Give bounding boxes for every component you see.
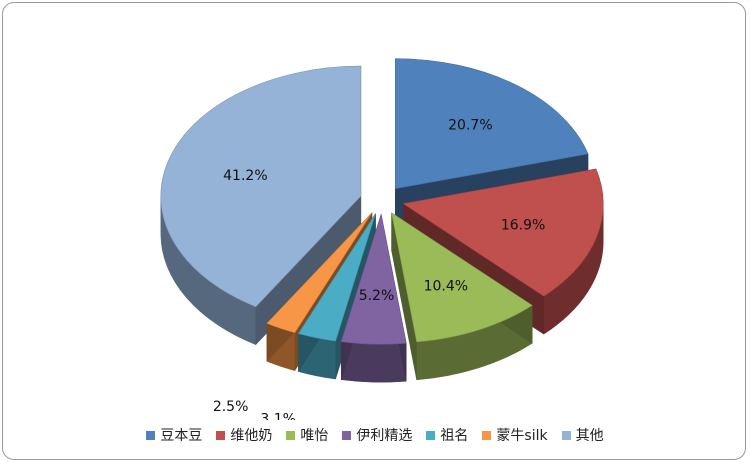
legend-swatch (342, 430, 352, 440)
legend-label: 祖名 (440, 428, 469, 444)
pie-slice-4 (340, 214, 407, 383)
pie-slice-3 (391, 212, 533, 381)
legend-item-7: 其他 (561, 425, 604, 445)
legend-swatch (426, 430, 436, 440)
legend-label: 维他奶 (230, 428, 273, 444)
legend-item-6: 蒙牛silk (482, 425, 548, 445)
legend-label: 唯怡 (300, 428, 329, 444)
legend-swatch (216, 430, 226, 440)
data-label-5: 3.1% (260, 411, 296, 420)
legend-label: 豆本豆 (160, 428, 203, 444)
legend-swatch (146, 430, 156, 440)
data-label-2: 16.9% (501, 217, 545, 233)
data-label-4: 5.2% (359, 288, 395, 304)
legend-item-1: 豆本豆 (146, 425, 202, 445)
legend-label: 伊利精选 (356, 428, 413, 444)
chart-legend: 豆本豆 维他奶 唯怡 伊利精选 祖名 蒙牛silk 其他 (0, 424, 750, 446)
legend-item-2: 维他奶 (216, 425, 272, 445)
legend-swatch (286, 430, 296, 440)
legend-swatch (482, 430, 492, 440)
legend-label: 蒙牛silk (496, 428, 548, 444)
legend-swatch (561, 430, 571, 440)
data-label-6: 2.5% (213, 399, 249, 415)
data-label-7: 41.2% (223, 168, 267, 184)
data-label-3: 10.4% (424, 278, 468, 294)
pie-chart: 20.7% 16.9% 10.4% 5.2% 3.1% 2.5% 41.2% (160, 58, 604, 420)
legend-item-4: 伊利精选 (342, 425, 412, 445)
legend-label: 其他 (575, 428, 604, 444)
data-label-1: 20.7% (448, 117, 492, 133)
legend-item-5: 祖名 (426, 425, 468, 445)
legend-item-3: 唯怡 (286, 425, 328, 445)
